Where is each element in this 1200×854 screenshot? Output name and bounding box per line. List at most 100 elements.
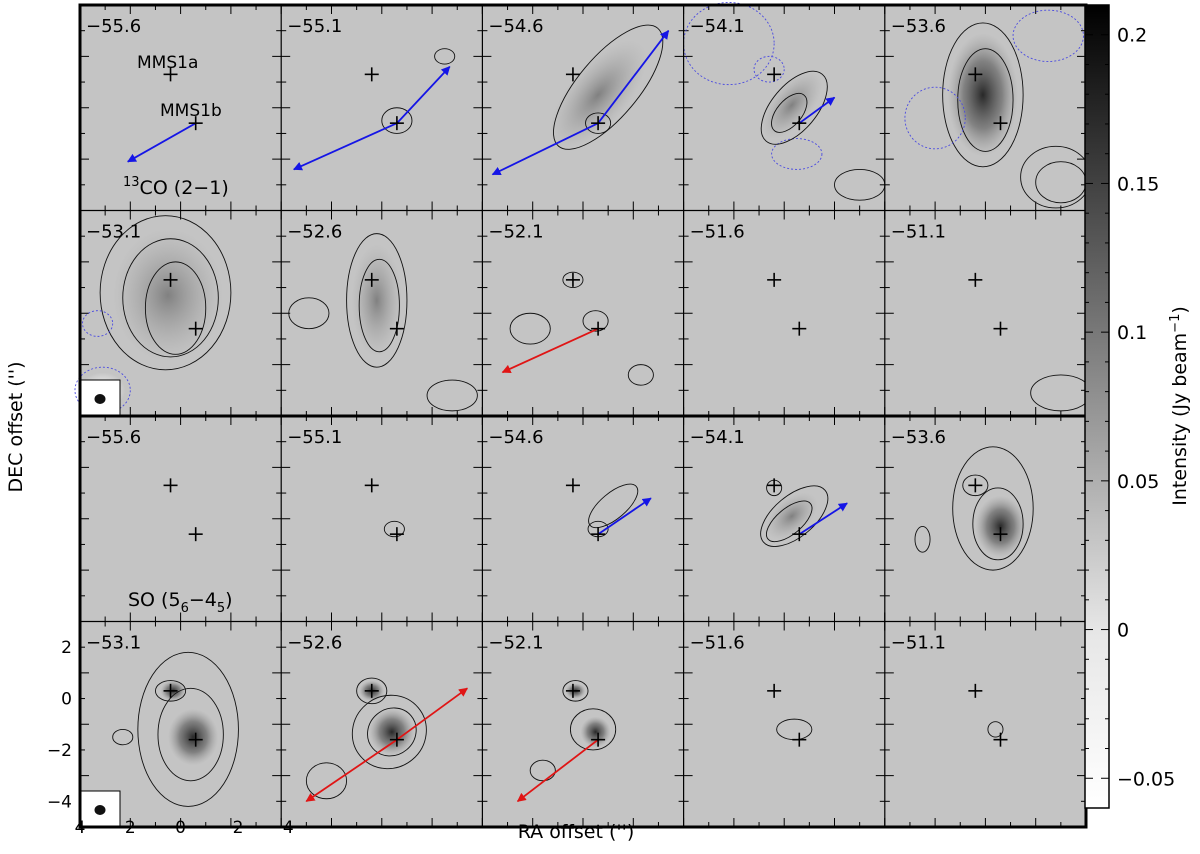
- panel-background: [683, 621, 885, 827]
- emission-blob: [112, 228, 224, 363]
- panel-background: [281, 5, 483, 211]
- contour: [381, 107, 413, 134]
- source-cross: [565, 683, 580, 698]
- emission-blob: [761, 71, 823, 140]
- source-label-mms1b: MMS1b: [160, 101, 222, 121]
- outflow-arrow: [491, 122, 599, 176]
- x-tick-label: 2: [125, 818, 136, 838]
- contour: [509, 312, 551, 345]
- outflow-arrow: [597, 29, 670, 124]
- contour: [562, 680, 589, 702]
- colorbar-label: Intensity (Jy beam−1): [1168, 306, 1191, 506]
- colorbar: [1084, 4, 1110, 809]
- colorbar-tick-label: 0.15: [1117, 173, 1159, 195]
- colorbar-ticks: 0.2 0.15 0.1 0.05 0 −0.05: [1085, 25, 1175, 790]
- panel-background: [80, 416, 282, 622]
- velocity-label: −54.6: [488, 427, 543, 448]
- negative-contour: [74, 366, 131, 414]
- velocity-label: −53.1: [86, 633, 141, 654]
- contour: [987, 721, 1004, 738]
- contour: [562, 271, 584, 289]
- outflow-arrow: [127, 122, 197, 163]
- velocity-label: −51.6: [690, 633, 745, 654]
- outflow-arrow: [305, 738, 398, 803]
- channel-panel: −55.6: [79, 415, 282, 622]
- contour: [99, 215, 232, 371]
- panel-background: [884, 621, 1086, 827]
- y-tick-label: 0: [61, 690, 72, 710]
- channel-panel: −51.1: [884, 621, 1087, 828]
- contour: [137, 651, 239, 807]
- beam-box: [79, 379, 121, 417]
- contour: [346, 233, 408, 368]
- contour: [112, 728, 134, 746]
- panel-background: [281, 416, 483, 622]
- y-tick-label: −4: [47, 792, 72, 812]
- outflow-arrow: [292, 122, 398, 171]
- source-cross: [792, 321, 807, 336]
- contour: [760, 70, 828, 145]
- velocity-label: −52.6: [287, 222, 342, 243]
- x-tick-label: 4: [75, 818, 86, 838]
- source-cross: [993, 321, 1008, 336]
- source-cross: [591, 527, 606, 542]
- emission-blob: [369, 708, 415, 756]
- y-tick-label: −2: [47, 741, 72, 761]
- velocity-label: −51.6: [690, 222, 745, 243]
- y-axis-label: DEC offset (''): [5, 361, 27, 492]
- x-tick-label: 0: [175, 818, 186, 838]
- velocity-label: −53.1: [86, 222, 141, 243]
- source-cross: [767, 683, 782, 698]
- source-cross: [993, 732, 1008, 747]
- emission-blob: [168, 708, 219, 766]
- source-cross: [767, 478, 782, 493]
- source-cross: [792, 732, 807, 747]
- x-axis-label: RA offset (''): [518, 821, 635, 843]
- contour: [957, 48, 1014, 152]
- outflow-arrow: [798, 502, 848, 535]
- source-label-mms1a: MMS1a: [137, 53, 198, 73]
- negative-contour: [82, 310, 114, 337]
- contour: [157, 687, 224, 782]
- source-cross: [389, 732, 404, 747]
- outflow-arrow: [501, 327, 599, 374]
- velocity-label: −55.1: [287, 16, 342, 37]
- channel-panel: −51.1: [884, 210, 1087, 417]
- x-tick-label: −2: [218, 818, 243, 838]
- source-cross: [163, 67, 178, 82]
- velocity-label: −52.6: [287, 633, 342, 654]
- velocity-label: −55.6: [86, 16, 141, 37]
- source-cross: [565, 67, 580, 82]
- source-cross: [993, 116, 1008, 131]
- velocity-label: −54.1: [690, 16, 745, 37]
- negative-contour: [753, 55, 785, 83]
- source-cross: [767, 272, 782, 287]
- source-cross: [591, 732, 606, 747]
- colorbar-tick-label: 0.2: [1117, 25, 1147, 47]
- panel-background: [884, 210, 1086, 416]
- source-cross: [565, 272, 580, 287]
- velocity-label: −52.1: [488, 633, 543, 654]
- colorbar-tick-label: 0.05: [1117, 471, 1159, 493]
- source-cross: [188, 116, 203, 131]
- negative-contour: [1012, 9, 1084, 62]
- source-cross: [792, 116, 807, 131]
- contour: [627, 364, 654, 386]
- velocity-label: −52.1: [488, 222, 543, 243]
- source-cross: [968, 272, 983, 287]
- molecule-label-13co: 13CO (2−1): [123, 175, 229, 199]
- source-cross: [188, 527, 203, 542]
- emission-blob: [975, 495, 1026, 558]
- contour: [305, 762, 348, 800]
- contour: [553, 24, 664, 150]
- channel-panel: −51.6: [683, 621, 886, 828]
- source-cross: [565, 478, 580, 493]
- source-cross: [364, 478, 379, 493]
- source-cross: [591, 321, 606, 336]
- x-tick-labels: 4 2 0 −2 −4: [75, 818, 294, 838]
- outflow-arrow: [396, 66, 451, 124]
- colorbar-tick-label: −0.05: [1117, 768, 1175, 790]
- contour: [351, 694, 427, 770]
- velocity-label: −54.1: [690, 427, 745, 448]
- contour: [942, 22, 1024, 168]
